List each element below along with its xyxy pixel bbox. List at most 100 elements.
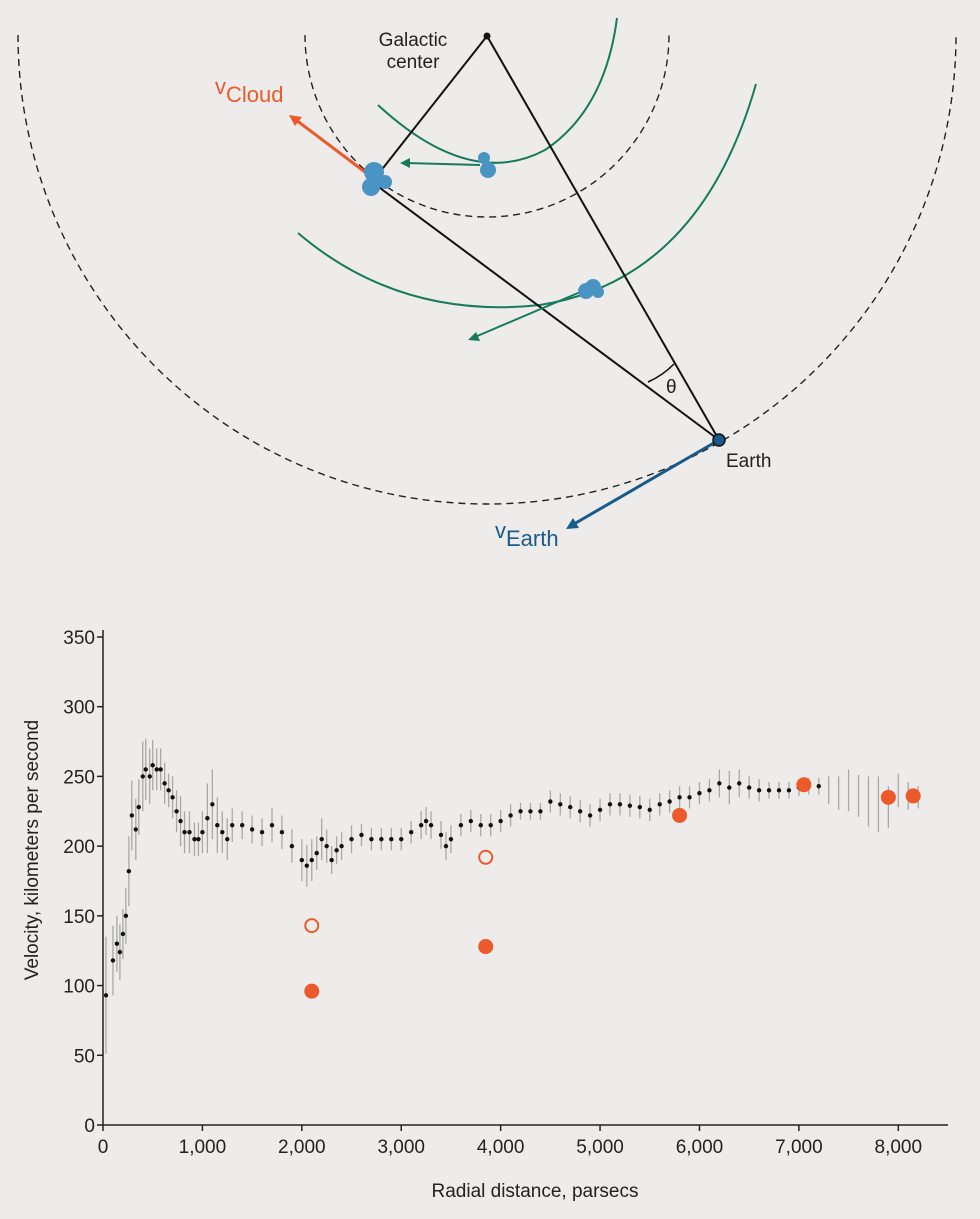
green-arc [297,83,757,309]
point [289,843,295,849]
point [428,823,434,828]
point [607,802,613,807]
arrow-head [566,518,579,529]
point [443,843,449,849]
point [577,809,583,814]
point [299,857,305,863]
y-tick-label: 350 [63,628,95,649]
point [339,843,344,849]
point [627,803,633,808]
point [369,836,374,842]
point [478,823,483,828]
point [423,818,429,824]
point [568,804,573,810]
outer-orbit [17,34,957,505]
y-tick-label: 250 [63,767,95,788]
point [359,832,364,838]
point [478,849,494,865]
point [587,813,593,818]
point [304,983,320,999]
arrow-head [289,115,302,126]
point [166,788,171,793]
point [314,850,319,856]
point [816,783,821,789]
point [170,795,175,800]
point [103,993,109,998]
point [379,836,384,842]
x-axis-label: Radial distance, parsecs [432,1181,639,1202]
point [647,807,652,813]
arrow [474,289,586,338]
point [697,790,702,796]
point [220,829,225,835]
point [120,931,126,937]
point [776,788,782,793]
point [408,829,414,835]
point [210,802,215,807]
point [558,802,563,807]
point [196,836,201,842]
point [905,788,921,804]
point [225,836,230,842]
subscript: Earth [506,526,559,551]
point [319,836,324,842]
point [324,843,329,849]
point [178,818,183,824]
symbol: v [495,518,506,543]
point [717,781,722,786]
point [518,809,523,814]
point [498,818,503,824]
x-tick-label: 8,000 [875,1137,923,1158]
point [617,802,623,807]
label-line: Galactic [379,30,448,51]
point [786,788,792,793]
point [478,939,494,955]
point [880,789,896,805]
x-tick-label: 5,000 [576,1137,624,1158]
point [349,836,354,842]
y-tick-label: 150 [63,907,95,928]
point [304,863,309,868]
y-tick-label: 0 [84,1116,95,1137]
point [766,788,772,793]
y-tick-label: 50 [74,1046,95,1067]
point [249,827,255,832]
earth-dot [712,433,726,447]
v-earth-label: vEarth [495,518,559,551]
green-arc [377,17,618,164]
line-cloud-earth [371,181,720,441]
arrow-head [400,158,410,168]
point [597,807,603,813]
point [727,785,732,790]
point [796,777,812,793]
point [399,836,404,842]
point [672,807,688,823]
point [154,767,159,772]
earth-velocity [573,438,720,526]
point [200,829,205,835]
y-axis-label: Velocity, kilometers per second [22,720,43,981]
point [468,818,474,824]
point [114,941,120,946]
point [309,857,314,863]
point [143,767,148,772]
point [140,774,145,779]
arrow-head [468,332,480,341]
point [239,823,245,828]
cloud-velocity [295,118,366,174]
point [279,829,285,835]
point [737,781,742,786]
point [123,913,129,919]
point [192,836,197,842]
symbol: v [215,74,226,99]
diagram [17,17,957,529]
point [215,823,220,828]
x-tick-label: 2,000 [278,1137,326,1158]
point [677,795,682,800]
point [756,788,762,793]
clouds [362,152,604,299]
point [538,809,543,814]
point [158,767,163,772]
v-cloud-label: vCloud [215,74,283,107]
point [150,763,155,768]
